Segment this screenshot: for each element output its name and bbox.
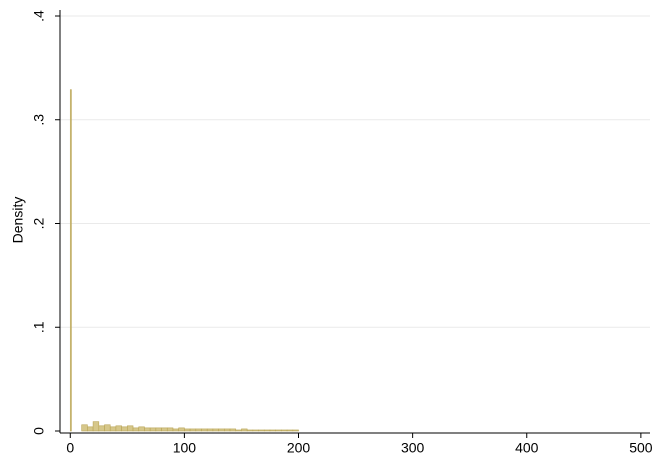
bar — [269, 429, 276, 432]
bar — [172, 428, 179, 432]
bar — [92, 421, 100, 432]
bar — [195, 428, 202, 432]
x-tick-label: 100 — [173, 440, 197, 456]
bar — [69, 89, 72, 432]
bar — [229, 428, 237, 432]
bar — [98, 425, 105, 432]
bar — [189, 428, 197, 432]
bar — [241, 428, 248, 432]
y-tick-label: .1 — [31, 321, 47, 333]
bar — [127, 425, 134, 432]
bar — [104, 424, 111, 432]
y-axis-label: Density — [10, 197, 26, 244]
bar — [115, 425, 122, 432]
bar — [132, 427, 140, 432]
bar — [218, 428, 225, 432]
bar — [224, 428, 231, 432]
y-tick-label: .3 — [31, 114, 47, 126]
x-tick-label: 400 — [515, 440, 539, 456]
bar — [121, 426, 128, 432]
bar — [161, 427, 168, 432]
x-tick-label: 500 — [629, 440, 653, 456]
bar — [81, 424, 88, 432]
y-tick-label: .4 — [31, 10, 47, 22]
bar — [281, 429, 288, 432]
x-tick-label: 0 — [66, 440, 74, 456]
bar — [144, 427, 151, 432]
x-tick-label: 300 — [401, 440, 425, 456]
bar — [206, 428, 214, 432]
bar — [138, 426, 145, 432]
bar — [286, 429, 294, 432]
bar — [155, 427, 162, 432]
bar — [201, 428, 208, 432]
bar — [87, 426, 94, 432]
bar — [252, 429, 259, 432]
bar — [178, 427, 185, 432]
y-tick-label: .2 — [31, 217, 47, 229]
bar — [109, 426, 117, 432]
bar — [212, 428, 219, 432]
bar — [275, 429, 282, 432]
bar — [166, 427, 174, 432]
bar — [292, 429, 299, 432]
y-tick-label: 0 — [31, 427, 47, 435]
x-tick-label: 200 — [287, 440, 311, 456]
bar — [258, 429, 265, 432]
bar — [184, 428, 191, 432]
bar — [246, 429, 254, 432]
bar — [263, 429, 271, 432]
bar — [149, 427, 157, 432]
bar — [235, 429, 242, 432]
